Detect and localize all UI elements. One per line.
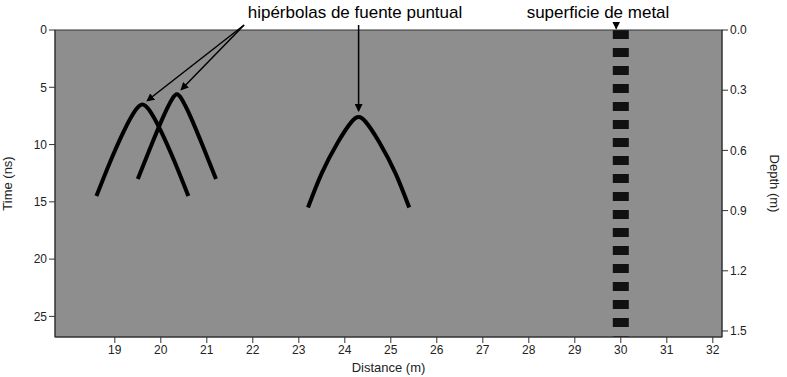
svg-text:23: 23 — [292, 343, 306, 357]
svg-text:32: 32 — [706, 343, 720, 357]
svg-text:5: 5 — [40, 81, 47, 95]
svg-text:20: 20 — [154, 343, 168, 357]
svg-text:22: 22 — [246, 343, 260, 357]
svg-text:26: 26 — [430, 343, 444, 357]
svg-text:24: 24 — [338, 343, 352, 357]
svg-text:0.0: 0.0 — [730, 23, 747, 37]
svg-text:Depth (m): Depth (m) — [767, 155, 782, 213]
svg-text:20: 20 — [34, 252, 48, 266]
svg-text:19: 19 — [108, 343, 122, 357]
svg-text:21: 21 — [200, 343, 214, 357]
svg-text:1.5: 1.5 — [730, 324, 747, 338]
svg-text:28: 28 — [522, 343, 536, 357]
svg-text:29: 29 — [568, 343, 582, 357]
svg-text:0.3: 0.3 — [730, 83, 747, 97]
svg-text:superficie de metal: superficie de metal — [527, 3, 670, 22]
svg-text:hipérbolas de fuente puntual: hipérbolas de fuente puntual — [248, 3, 463, 22]
svg-text:Distance (m): Distance (m) — [352, 360, 426, 375]
svg-text:1.2: 1.2 — [730, 264, 747, 278]
svg-text:15: 15 — [34, 195, 48, 209]
svg-text:0: 0 — [40, 23, 47, 37]
svg-text:0.9: 0.9 — [730, 204, 747, 218]
svg-text:25: 25 — [34, 310, 48, 324]
svg-text:0.6: 0.6 — [730, 144, 747, 158]
svg-text:30: 30 — [614, 343, 628, 357]
svg-text:27: 27 — [476, 343, 490, 357]
svg-text:10: 10 — [34, 138, 48, 152]
svg-text:31: 31 — [660, 343, 674, 357]
svg-text:25: 25 — [384, 343, 398, 357]
svg-text:Time (ns): Time (ns) — [0, 156, 15, 210]
